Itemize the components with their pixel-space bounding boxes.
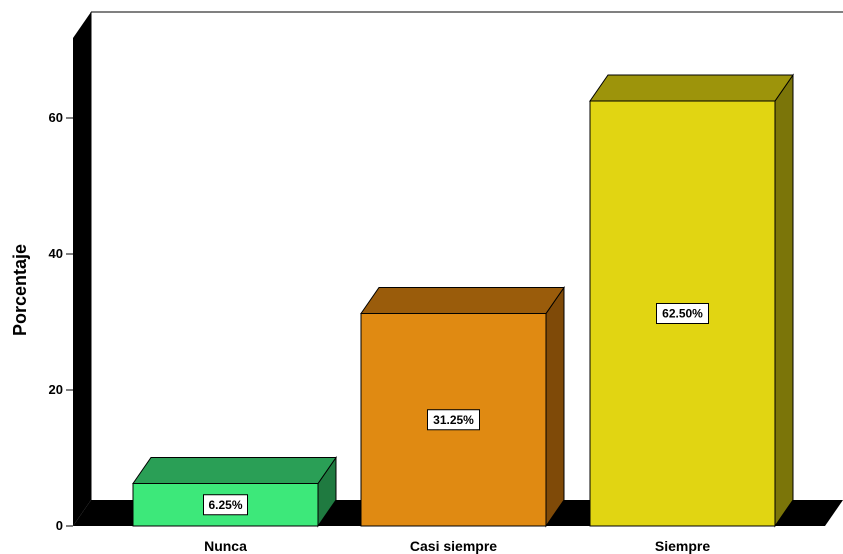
x-category-label: Siempre — [655, 538, 710, 554]
y-tick-label: 40 — [49, 246, 63, 261]
value-label-box — [656, 303, 709, 324]
bar-side-face — [545, 285, 565, 528]
y-tick-label: 20 — [49, 382, 63, 397]
value-label-box — [427, 409, 480, 431]
y-tick-label: 60 — [49, 110, 63, 125]
bar-2: 31.25% — [360, 285, 565, 528]
bar-1: 6.25% — [132, 455, 337, 528]
bar-top-face — [589, 74, 794, 102]
y-tick-label: 0 — [56, 518, 63, 533]
y-axis-title: Porcentaje — [10, 244, 30, 336]
bar-top-face — [360, 287, 565, 314]
y-axis-ticks: 0 20 40 60 — [49, 110, 73, 533]
y-axis-wall — [73, 12, 91, 526]
value-label-box — [203, 494, 248, 516]
bar-side-face — [774, 73, 794, 528]
bar-top-face — [132, 457, 337, 484]
x-category-label: Nunca — [204, 538, 247, 554]
value-label: 62.50% — [662, 307, 703, 321]
x-category-label: Casi siempre — [410, 538, 497, 554]
category-labels: Nunca Casi siempre Siempre — [204, 538, 710, 554]
bars-group: 6.25% 31.25% 62.50% — [132, 73, 794, 528]
bar-3: 62.50% — [589, 73, 794, 528]
value-label: 6.25% — [208, 498, 242, 512]
value-label: 31.25% — [433, 413, 474, 427]
